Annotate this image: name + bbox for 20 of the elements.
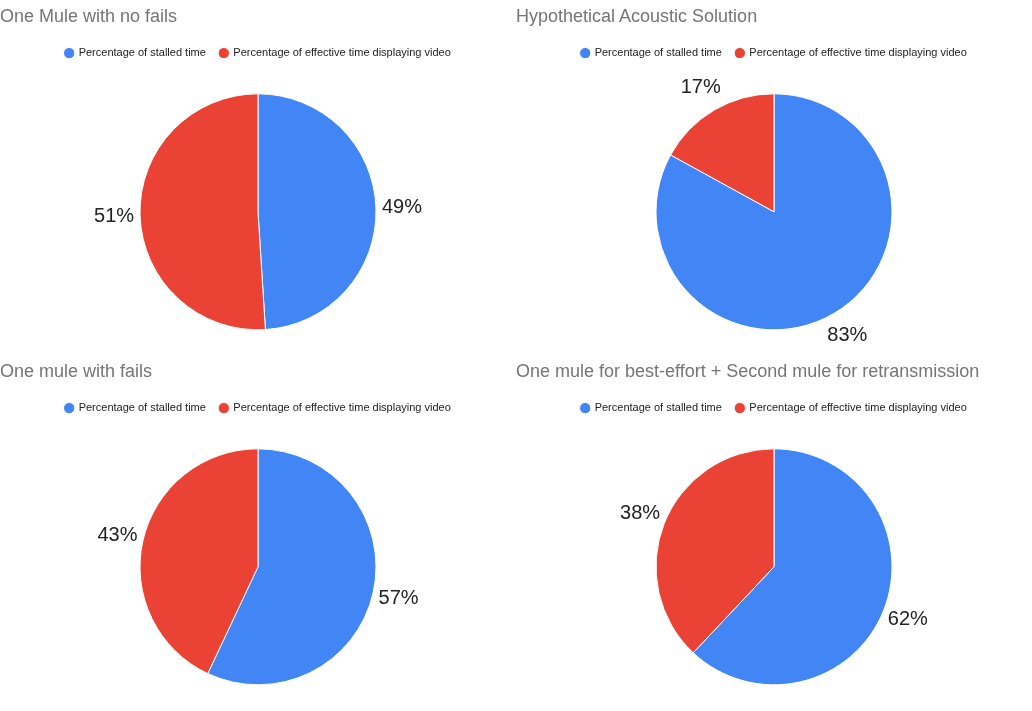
data-label: 62% (887, 607, 929, 630)
data-label: 49% (381, 194, 423, 217)
data-label: 51% (94, 203, 135, 226)
chart-title: One mule with fails (0, 360, 153, 381)
legend-label: Percentage of stalled time (78, 46, 206, 59)
chart-title: One mule for best-effort + Second mule for retransmission (516, 360, 980, 381)
data-label: 83% (827, 323, 868, 346)
data-label: 38% (620, 501, 661, 524)
legend-label: Percentage of effective time displaying video (233, 401, 451, 414)
legend-label: Percentage of stalled time (594, 46, 722, 59)
chart-title: Hypothetical Acoustic Solution (516, 5, 758, 26)
data-label: 43% (97, 522, 138, 545)
legend-label: Percentage of effective time displaying video (749, 46, 967, 59)
legend-label: Percentage of stalled time (78, 401, 206, 414)
legend-label: Percentage of stalled time (594, 401, 722, 414)
data-label: 57% (378, 585, 419, 608)
legend-label: Percentage of effective time displaying video (749, 401, 967, 414)
legend-label: Percentage of effective time displaying video (233, 46, 451, 59)
data-label: 17% (680, 75, 721, 98)
chart-title: One Mule with no fails (0, 5, 178, 26)
